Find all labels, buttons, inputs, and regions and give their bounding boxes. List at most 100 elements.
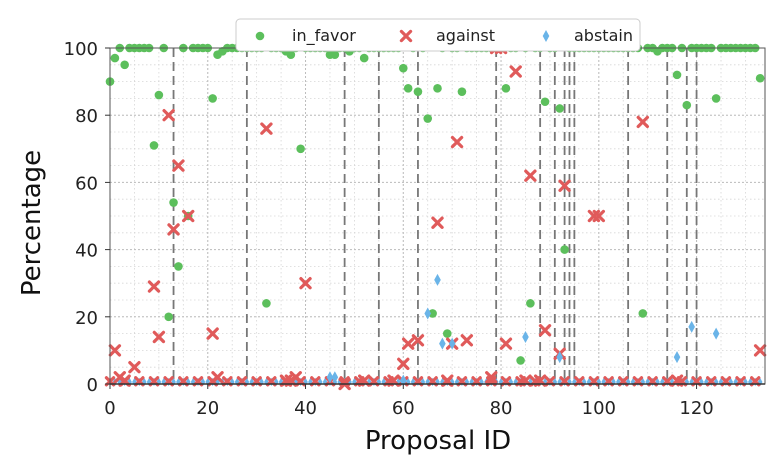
point-against — [128, 361, 141, 374]
point-against — [147, 280, 161, 293]
legend-label-against: against — [436, 26, 495, 45]
point-against — [167, 223, 180, 236]
legend-marker-abstain — [542, 30, 550, 42]
y-axis-label: Percentage — [17, 150, 47, 296]
point-in_favor — [359, 53, 369, 63]
point-against — [509, 65, 522, 78]
point-in_favor — [526, 299, 535, 308]
x-tick-label: 40 — [294, 398, 317, 419]
abstain-baseline-point — [757, 377, 763, 387]
point-in_favor — [120, 60, 129, 70]
tick-labels: 0 20 40 60 80 100 120 0 20 40 60 80 100 — [64, 39, 714, 419]
legend-label-abstain: abstain — [574, 26, 633, 45]
point-abstain — [331, 371, 339, 384]
point-in_favor — [555, 104, 565, 113]
point-against — [411, 334, 425, 347]
point-in_favor — [501, 84, 511, 93]
point-in_favor — [682, 100, 692, 110]
point-against — [289, 371, 302, 384]
point-in_favor — [442, 329, 452, 338]
point-against — [460, 334, 474, 347]
abstain-baseline-point — [704, 377, 709, 387]
point-abstain — [712, 327, 720, 340]
point-abstain — [448, 337, 456, 350]
point-in_favor — [398, 63, 408, 73]
point-abstain — [434, 273, 441, 286]
abstain-baseline-point — [733, 377, 738, 387]
point-in_favor — [296, 144, 305, 154]
x-axis-label: Proposal ID — [365, 426, 511, 456]
point-against — [299, 277, 312, 290]
legend-marker-in_favor — [255, 31, 265, 41]
y-tick-label: 20 — [75, 308, 98, 329]
point-against — [499, 337, 513, 350]
point-against — [108, 344, 122, 357]
point-in_favor — [711, 94, 721, 103]
point-against — [636, 115, 649, 129]
point-in_favor — [433, 84, 442, 93]
point-in_favor — [174, 262, 183, 271]
point-against — [538, 324, 552, 337]
point-against — [182, 209, 195, 223]
point-abstain — [424, 307, 432, 320]
x-tick-label: 100 — [582, 398, 616, 419]
legend-box — [235, 18, 641, 52]
point-abstain — [326, 371, 334, 384]
point-against — [431, 216, 444, 229]
y-tick-label: 60 — [75, 173, 98, 194]
x-tick-label: 60 — [392, 398, 415, 419]
y-tick-label: 80 — [75, 106, 98, 127]
abstain-baseline-point — [718, 377, 724, 387]
y-tick-label: 0 — [87, 375, 98, 396]
point-in_favor — [413, 87, 423, 96]
point-in_favor — [403, 84, 413, 93]
point-in_favor — [330, 50, 340, 60]
point-in_favor — [164, 312, 173, 322]
abstain-baseline-point — [743, 377, 748, 387]
point-in_favor — [428, 309, 437, 318]
x-tick-label: 0 — [104, 398, 115, 419]
point-against — [206, 327, 219, 340]
point-in_favor — [638, 309, 648, 318]
y-tick-label: 40 — [75, 241, 98, 262]
point-in_favor — [286, 50, 296, 60]
point-in_favor — [540, 97, 550, 107]
legend-label-in_favor: in_favor — [292, 26, 356, 46]
point-abstain — [673, 351, 681, 364]
point-against — [152, 330, 166, 344]
point-against — [450, 135, 464, 149]
point-against — [524, 169, 537, 182]
point-abstain — [439, 337, 446, 350]
point-in_favor — [110, 53, 120, 63]
vertical-line-layer — [172, 48, 698, 384]
legend: in_favor against abstain — [235, 18, 641, 52]
abstain-baseline-point — [699, 377, 704, 387]
point-against — [162, 109, 175, 122]
point-against — [211, 371, 224, 384]
point-abstain — [688, 320, 695, 333]
point-in_favor — [149, 141, 159, 150]
abstain-baseline-point — [713, 377, 719, 387]
point-against — [397, 357, 410, 371]
point-in_favor — [672, 70, 682, 80]
point-abstain — [556, 351, 564, 364]
point-against — [592, 209, 606, 223]
point-against — [260, 122, 273, 135]
point-in_favor — [154, 90, 164, 100]
point-abstain — [522, 330, 529, 343]
point-in_favor — [560, 245, 569, 254]
x-tick-label: 120 — [679, 398, 713, 419]
point-in_favor — [208, 94, 217, 103]
abstain-baseline-point — [748, 377, 753, 387]
point-in_favor — [755, 73, 765, 83]
y-tick-label: 100 — [64, 39, 98, 60]
x-tick-label: 80 — [490, 398, 513, 419]
point-against — [401, 337, 415, 350]
abstain-baseline-point — [728, 377, 734, 387]
point-in_favor — [457, 87, 467, 96]
x-tick-label: 20 — [196, 398, 219, 419]
point-in_favor — [262, 299, 271, 308]
point-in_favor — [169, 198, 178, 207]
point-against — [753, 344, 767, 357]
